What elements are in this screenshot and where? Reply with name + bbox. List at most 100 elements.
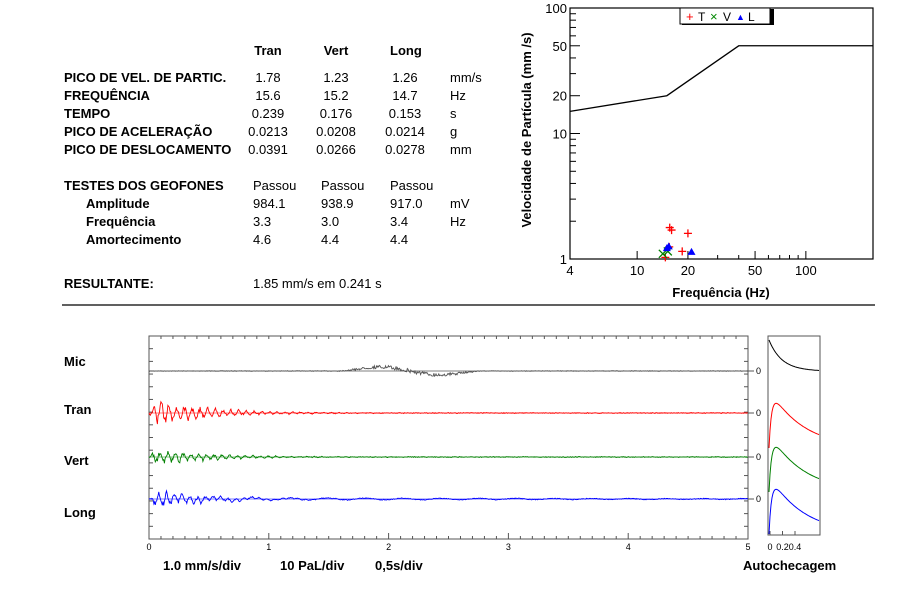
geo-title: TESTES DOS GEOFONES — [64, 178, 224, 193]
col-header-tran: Tran — [254, 43, 282, 58]
point-l — [687, 247, 696, 255]
waveform-chart: Mic Tran Vert Long 1.0 mm/s/div 10 PaL/d… — [64, 335, 761, 573]
row-value: 1.26 — [392, 70, 417, 85]
point-t — [683, 229, 692, 238]
trace-label-mic: Mic — [64, 354, 86, 369]
geo-row-value: 938.9 — [321, 196, 354, 211]
row-label: PICO DE DESLOCAMENTO — [64, 142, 231, 157]
geo-row-label: Amplitude — [86, 196, 150, 211]
row-unit: mm — [450, 142, 472, 157]
row-label: PICO DE ACELERAÇÃO — [64, 124, 212, 139]
y-tick-label: 1 — [560, 252, 567, 267]
point-t — [667, 226, 676, 235]
trace-long — [148, 489, 748, 506]
trace-label-vert: Vert — [64, 453, 89, 468]
row-value: 1.23 — [323, 70, 348, 85]
autocheck-tick-label: 0 — [767, 542, 772, 552]
legend-marker-l: ▲ — [736, 12, 745, 22]
geo-status-vert: Passou — [321, 178, 364, 193]
row-value: 0.153 — [389, 106, 422, 121]
trace-label-long: Long — [64, 505, 96, 520]
scale-pressure: 10 PaL/div — [280, 558, 345, 573]
autocheck-curve — [768, 402, 820, 449]
x-tick-label: 4 — [566, 263, 573, 278]
time-tick-label: 3 — [506, 542, 511, 552]
geo-status-tran: Passou — [253, 178, 296, 193]
geo-row-value: 3.0 — [321, 214, 339, 229]
time-tick-label: 0 — [146, 542, 151, 552]
geo-row-value: 3.4 — [390, 214, 408, 229]
geo-row-unit: mV — [450, 196, 470, 211]
autocheck-frame — [767, 335, 821, 536]
x-tick-label: 50 — [748, 263, 762, 278]
geo-row-unit: Hz — [450, 214, 466, 229]
zero-label: 0 — [756, 452, 761, 462]
zero-label: 0 — [756, 408, 761, 418]
time-tick-label: 5 — [745, 542, 750, 552]
trace-tran — [148, 400, 748, 425]
frequency-chart: Velocidade de Partícula (mm /s) Frequênc… — [519, 1, 874, 300]
limit-curve — [569, 45, 873, 113]
autocheck-title: Autochecagem — [743, 558, 836, 573]
x-tick-label: 10 — [630, 263, 644, 278]
y-tick-label: 100 — [545, 1, 567, 16]
row-value: 0.0208 — [316, 124, 356, 139]
time-tick-label: 2 — [386, 542, 391, 552]
resultant-label: RESULTANTE: — [64, 276, 154, 291]
y-tick-label: 20 — [553, 89, 567, 104]
row-label: PICO DE VEL. DE PARTIC. — [64, 70, 226, 85]
row-unit: mm/s — [450, 70, 482, 85]
autocheck-curve — [768, 446, 820, 493]
x-tick-label: 100 — [795, 263, 817, 278]
autocheck-chart: Autochecagem 0 0.2 0.4 — [743, 335, 836, 573]
scale-time: 0,5s/div — [375, 558, 423, 573]
point-l — [664, 242, 673, 250]
legend-label-v: V — [723, 10, 731, 24]
resultant-value: 1.85 mm/s em 0.241 s — [253, 276, 382, 291]
y-axis-label: Velocidade de Partícula (mm /s) — [519, 32, 534, 227]
scale-velocity: 1.0 mm/s/div — [163, 558, 242, 573]
x-axis-label: Frequência (Hz) — [672, 285, 770, 300]
legend-label-t: T — [698, 10, 706, 24]
row-unit: g — [450, 124, 457, 139]
legend-marker-v: × — [710, 9, 718, 24]
geo-status-long: Passou — [390, 178, 433, 193]
legend-label-l: L — [748, 10, 755, 24]
col-header-long: Long — [390, 43, 422, 58]
waveform-frame — [148, 335, 749, 540]
row-label: FREQUÊNCIA — [64, 88, 151, 103]
row-value: 0.176 — [320, 106, 353, 121]
time-tick-label: 1 — [266, 542, 271, 552]
row-value: 14.7 — [392, 88, 417, 103]
geo-row-value: 3.3 — [253, 214, 271, 229]
x-tick-label: 20 — [681, 263, 695, 278]
trace-mic — [148, 364, 748, 378]
col-header-vert: Vert — [324, 43, 349, 58]
row-unit: s — [450, 106, 457, 121]
legend: + T × V ▲ L — [679, 7, 774, 25]
autocheck-tick-label: 0.2 — [776, 542, 789, 552]
geo-row-value: 4.6 — [253, 232, 271, 247]
row-value: 0.0266 — [316, 142, 356, 157]
geo-row-value: 4.4 — [321, 232, 339, 247]
geo-row-label: Amortecimento — [86, 232, 181, 247]
row-value: 0.0391 — [248, 142, 288, 157]
geo-row-label: Frequência — [86, 214, 156, 229]
point-t — [678, 247, 687, 256]
y-tick-label: 10 — [553, 127, 567, 142]
trace-vert — [148, 450, 748, 464]
row-value: 0.0213 — [248, 124, 288, 139]
row-unit: Hz — [450, 88, 466, 103]
autocheck-curve — [768, 339, 820, 371]
legend-marker-t: + — [686, 9, 694, 24]
geo-row-value: 984.1 — [253, 196, 286, 211]
geo-row-value: 917.0 — [390, 196, 423, 211]
y-tick-label: 50 — [553, 39, 567, 54]
trace-label-tran: Tran — [64, 402, 92, 417]
time-tick-label: 4 — [626, 542, 631, 552]
row-value: 0.0278 — [385, 142, 425, 157]
row-value: 0.0214 — [385, 124, 425, 139]
row-value: 15.6 — [255, 88, 280, 103]
row-value: 15.2 — [323, 88, 348, 103]
